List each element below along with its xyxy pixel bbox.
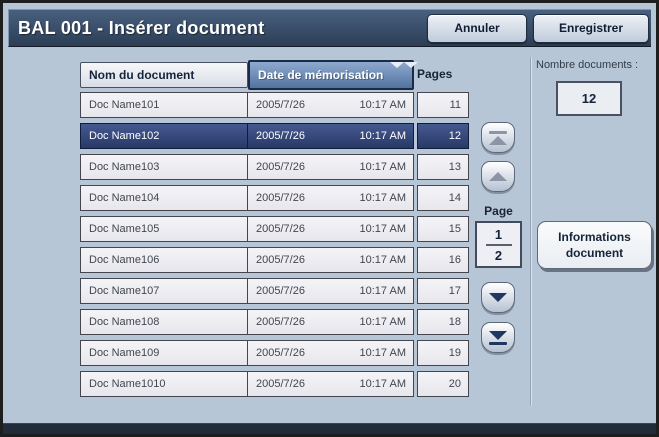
document-date: 2005/7/26 (256, 99, 305, 111)
document-information-label-line1: Informations (558, 230, 631, 244)
scroll-down-icon (489, 293, 507, 302)
table-row[interactable]: Doc Name104 2005/7/26 10:17 AM 14 (80, 185, 475, 211)
document-time: 10:17 AM (359, 161, 406, 173)
document-date-cell: 2005/7/26 10:17 AM (247, 185, 414, 211)
document-pages-cell: 11 (417, 92, 469, 118)
document-date: 2005/7/26 (256, 378, 305, 390)
page-current: 1 (494, 226, 503, 242)
table-row[interactable]: Doc Name1010 2005/7/26 10:17 AM 20 (80, 371, 475, 397)
document-date-cell: 2005/7/26 10:17 AM (247, 92, 414, 118)
document-name-cell: Doc Name103 (80, 154, 248, 180)
document-pages-cell: 17 (417, 278, 469, 304)
document-name-cell: Doc Name102 (80, 123, 248, 149)
document-time: 10:17 AM (359, 223, 406, 235)
document-date: 2005/7/26 (256, 223, 305, 235)
document-pages-cell: 12 (417, 123, 469, 149)
document-date: 2005/7/26 (256, 347, 305, 359)
document-name-cell: Doc Name1010 (80, 371, 248, 397)
column-header-name[interactable]: Nom du document (80, 62, 248, 88)
page-title: BAL 001 - Insérer document (18, 18, 265, 38)
scroll-down-button[interactable] (481, 282, 515, 313)
sort-descending-icon (390, 62, 418, 82)
document-date-cell: 2005/7/26 10:17 AM (247, 309, 414, 335)
panel-divider (530, 57, 532, 405)
document-information-label-line2: document (565, 246, 624, 260)
document-time: 10:17 AM (359, 254, 406, 266)
document-table-body: Doc Name101 2005/7/26 10:17 AM 11 Doc Na… (80, 92, 475, 402)
save-button[interactable]: Enregistrer (533, 14, 649, 43)
document-date: 2005/7/26 (256, 130, 305, 142)
document-name-cell: Doc Name101 (80, 92, 248, 118)
document-pages-cell: 18 (417, 309, 469, 335)
document-time: 10:17 AM (359, 192, 406, 204)
table-row[interactable]: Doc Name105 2005/7/26 10:17 AM 15 (80, 216, 475, 242)
document-date-cell: 2005/7/26 10:17 AM (247, 216, 414, 242)
document-date: 2005/7/26 (256, 254, 305, 266)
scroll-to-bottom-button[interactable] (481, 322, 515, 353)
document-date-cell: 2005/7/26 10:17 AM (247, 123, 414, 149)
document-name-cell: Doc Name109 (80, 340, 248, 366)
table-row[interactable]: Doc Name107 2005/7/26 10:17 AM 17 (80, 278, 475, 304)
document-pages-cell: 19 (417, 340, 469, 366)
document-time: 10:17 AM (359, 130, 406, 142)
table-row[interactable]: Doc Name102 2005/7/26 10:17 AM 12 (80, 123, 475, 149)
page-total: 2 (494, 247, 503, 263)
table-row[interactable]: Doc Name106 2005/7/26 10:17 AM 16 (80, 247, 475, 273)
document-date: 2005/7/26 (256, 285, 305, 297)
document-date-cell: 2005/7/26 10:17 AM (247, 278, 414, 304)
document-date: 2005/7/26 (256, 316, 305, 328)
document-name-cell: Doc Name105 (80, 216, 248, 242)
page-indicator-divider (485, 243, 512, 246)
document-name-cell: Doc Name108 (80, 309, 248, 335)
table-row[interactable]: Doc Name108 2005/7/26 10:17 AM 18 (80, 309, 475, 335)
document-time: 10:17 AM (359, 378, 406, 390)
document-pages-cell: 14 (417, 185, 469, 211)
document-name-cell: Doc Name104 (80, 185, 248, 211)
page-indicator-label: Page (484, 204, 513, 218)
document-date-cell: 2005/7/26 10:17 AM (247, 154, 414, 180)
scroll-to-bottom-icon (489, 330, 507, 340)
document-time: 10:17 AM (359, 99, 406, 111)
document-count-label: Nombre documents : (536, 59, 639, 71)
document-count-value: 12 (556, 81, 622, 116)
column-header-date-label: Date de mémorisation (258, 68, 384, 82)
scroll-up-icon (489, 172, 507, 181)
document-time: 10:17 AM (359, 347, 406, 359)
table-row[interactable]: Doc Name103 2005/7/26 10:17 AM 13 (80, 154, 475, 180)
title-bar: BAL 001 - Insérer document Annuler Enreg… (8, 9, 651, 47)
scroll-to-top-icon (489, 130, 507, 134)
document-time: 10:17 AM (359, 316, 406, 328)
table-row[interactable]: Doc Name101 2005/7/26 10:17 AM 11 (80, 92, 475, 118)
document-information-button[interactable]: Informations document (537, 221, 652, 269)
document-date: 2005/7/26 (256, 192, 305, 204)
document-pages-cell: 16 (417, 247, 469, 273)
cancel-button[interactable]: Annuler (427, 14, 527, 43)
page-indicator: 1 2 (475, 221, 522, 268)
column-header-pages: Pages (417, 67, 453, 81)
column-header-date[interactable]: Date de mémorisation (248, 60, 418, 90)
document-name-cell: Doc Name107 (80, 278, 248, 304)
document-pages-cell: 13 (417, 154, 469, 180)
document-pages-cell: 20 (417, 371, 469, 397)
document-date: 2005/7/26 (256, 161, 305, 173)
scroll-up-button[interactable] (481, 161, 515, 192)
document-date-cell: 2005/7/26 10:17 AM (247, 371, 414, 397)
document-name-cell: Doc Name106 (80, 247, 248, 273)
document-date-cell: 2005/7/26 10:17 AM (247, 247, 414, 273)
table-row[interactable]: Doc Name109 2005/7/26 10:17 AM 19 (80, 340, 475, 366)
document-pages-cell: 15 (417, 216, 469, 242)
scroll-to-top-button[interactable] (481, 122, 515, 153)
bottom-bar (3, 423, 656, 434)
document-time: 10:17 AM (359, 285, 406, 297)
document-date-cell: 2005/7/26 10:17 AM (247, 340, 414, 366)
